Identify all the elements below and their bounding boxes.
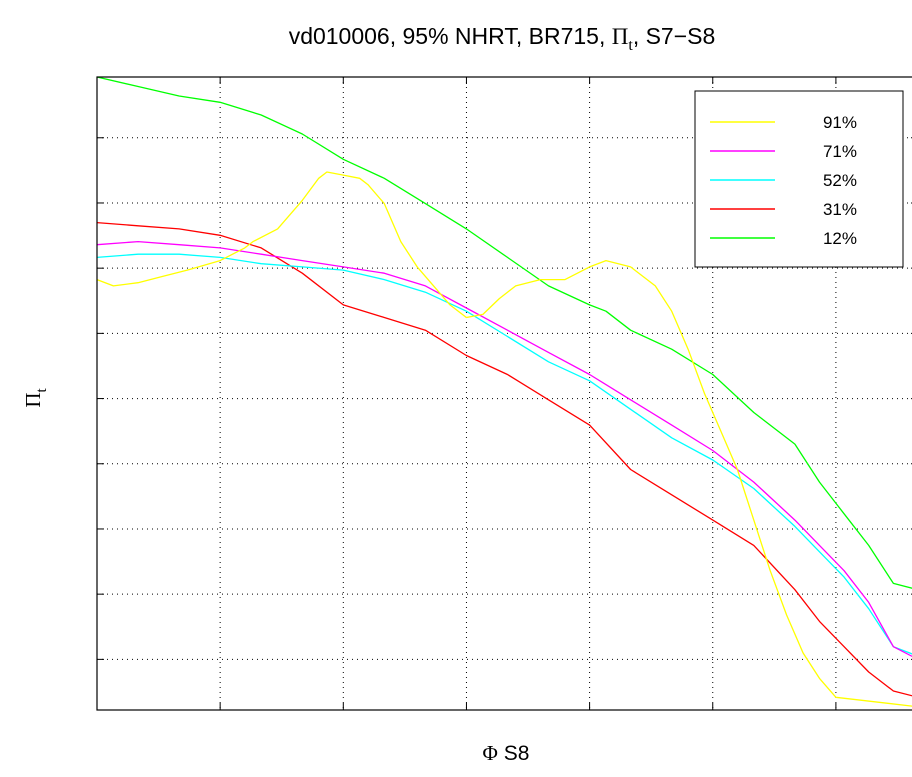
legend-label-4: 31% xyxy=(823,200,857,219)
series-line-2 xyxy=(96,240,912,658)
series-line-3 xyxy=(96,253,912,655)
legend-box xyxy=(694,90,904,268)
y-axis-label-group: Πt xyxy=(21,388,50,408)
legend-label-5: 12% xyxy=(823,229,857,248)
legend: 91% 71% 52% 31% 12% xyxy=(694,90,904,268)
series-line-1 xyxy=(96,171,912,707)
plot-frame xyxy=(96,76,912,711)
legend-label-2: 71% xyxy=(823,142,857,161)
tick-marks xyxy=(97,77,912,710)
series-line-5 xyxy=(96,76,912,589)
legend-label-1: 91% xyxy=(823,113,857,132)
legend-items: 91% 71% 52% 31% 12% xyxy=(710,113,857,248)
y-axis-label: Πt xyxy=(21,388,50,408)
series-line-4 xyxy=(96,221,912,697)
x-axis-label: Φ S8 xyxy=(483,741,530,765)
legend-label-3: 52% xyxy=(823,171,857,190)
series-group xyxy=(96,76,912,707)
chart-title: vd010006, 95% NHRT, BR715, Πt, S7−S8 xyxy=(289,23,716,54)
